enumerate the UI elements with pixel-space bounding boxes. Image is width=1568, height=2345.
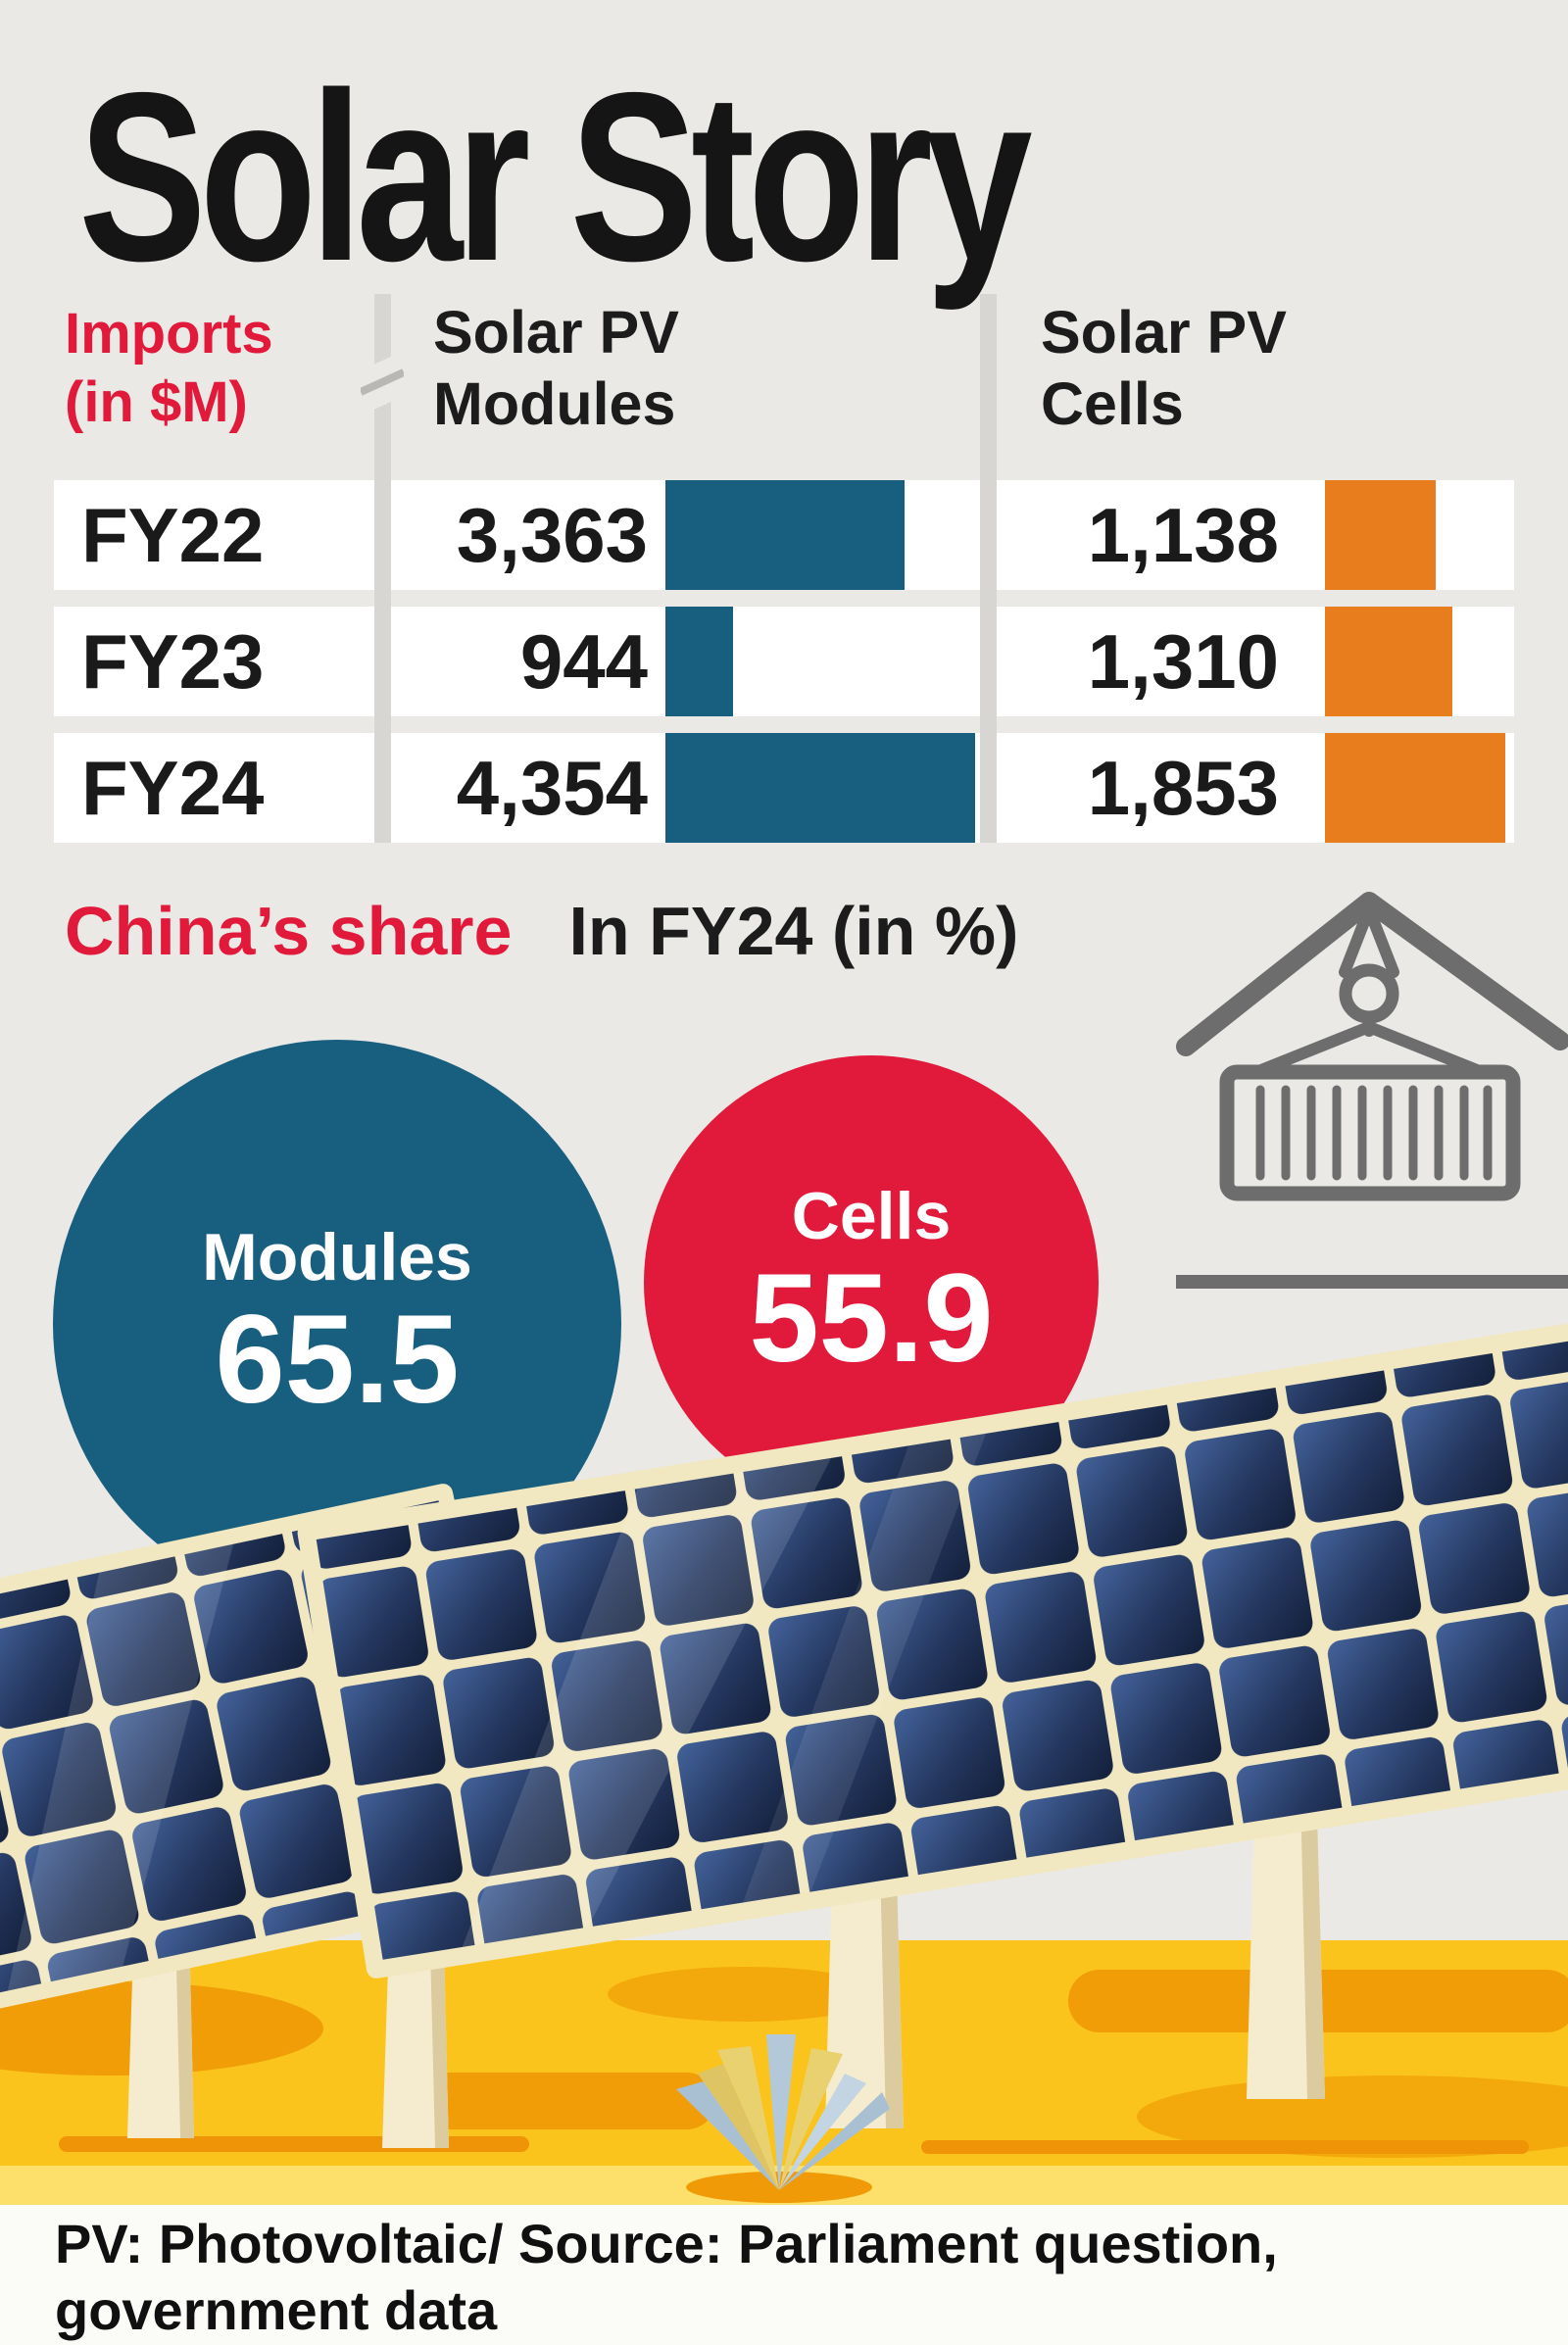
table-row: FY23 944 1,310 [54,607,1514,716]
modules-column-header: Solar PV Modules [433,297,679,440]
table-row: FY22 3,363 1,138 [54,480,1514,590]
cells-share-label: Cells [791,1179,952,1254]
cells-bar [1325,733,1505,843]
source-note-line2: government data [55,2279,498,2342]
modules-bar [665,480,905,590]
china-share-subtitle: In FY24 (in %) [568,893,1019,969]
agave-plant-icon [676,2034,890,2203]
modules-value: 4,354 [456,745,648,831]
imports-axis-label-line2: (in $M) [65,369,248,434]
modules-value: 944 [519,618,648,705]
cells-value: 1,310 [1087,618,1279,705]
crane-with-container-icon [1176,892,1568,1289]
modules-share-value: 65.5 [215,1290,460,1431]
modules-header-line1: Solar PV [433,299,679,366]
cells-header-line2: Cells [1041,370,1184,438]
column-divider [374,294,391,843]
cells-bar [1325,607,1452,716]
cells-share-badge: Cells 55.9 [644,1055,1099,1510]
cells-value: 1,853 [1087,745,1279,831]
cells-share-value: 55.9 [749,1248,994,1390]
modules-bar [665,733,975,843]
column-divider [980,294,997,843]
source-note: PV: Photovoltaic/ Source: Parliament que… [55,2211,1278,2345]
china-share-heading: China’s share In FY24 (in %) [65,892,1018,970]
table-row: FY24 4,354 1,853 [54,733,1514,843]
imports-axis-label-line1: Imports [65,302,273,366]
cells-column-header: Solar PV Cells [1041,297,1287,440]
footer-strip [0,2205,1568,2345]
cells-value: 1,138 [1087,492,1279,578]
solar-panels-illustration [0,1322,1568,2345]
cells-bar [1325,480,1436,590]
china-share-title: China’s share [65,893,513,969]
row-year: FY24 [81,745,265,831]
page-title: Solar Story [78,42,1033,311]
modules-header-line2: Modules [433,370,676,438]
row-year: FY23 [81,618,265,705]
modules-value: 3,363 [456,492,648,578]
cells-header-line1: Solar PV [1041,299,1287,366]
modules-bar [665,607,733,716]
imports-axis-label: Imports (in $M) [65,300,273,436]
solar-panel-right [297,1322,1568,1979]
row-year: FY22 [81,492,265,578]
modules-share-label: Modules [202,1220,472,1295]
source-note-line1: PV: Photovoltaic/ Source: Parliament que… [55,2213,1278,2274]
axis-break-icon [361,351,404,415]
